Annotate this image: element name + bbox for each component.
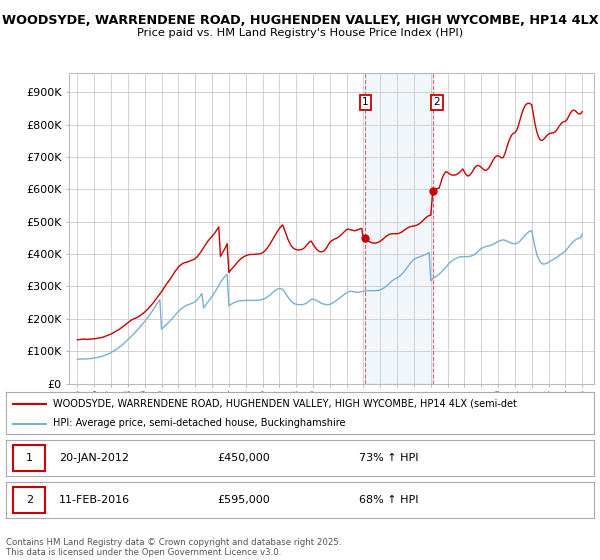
Text: Contains HM Land Registry data © Crown copyright and database right 2025.
This d: Contains HM Land Registry data © Crown c… (6, 538, 341, 557)
FancyBboxPatch shape (13, 487, 46, 512)
Text: 2: 2 (434, 97, 440, 107)
Text: 20-JAN-2012: 20-JAN-2012 (59, 453, 129, 463)
Text: 73% ↑ HPI: 73% ↑ HPI (359, 453, 418, 463)
Text: 1: 1 (362, 97, 369, 107)
FancyBboxPatch shape (13, 445, 46, 470)
Text: 2: 2 (26, 495, 33, 505)
Text: WOODSYDE, WARRENDENE ROAD, HUGHENDEN VALLEY, HIGH WYCOMBE, HP14 4LX (semi-det: WOODSYDE, WARRENDENE ROAD, HUGHENDEN VAL… (53, 399, 517, 409)
Text: £595,000: £595,000 (218, 495, 271, 505)
Text: £450,000: £450,000 (218, 453, 271, 463)
Text: HPI: Average price, semi-detached house, Buckinghamshire: HPI: Average price, semi-detached house,… (53, 418, 346, 428)
Text: WOODSYDE, WARRENDENE ROAD, HUGHENDEN VALLEY, HIGH WYCOMBE, HP14 4LX: WOODSYDE, WARRENDENE ROAD, HUGHENDEN VAL… (2, 14, 598, 27)
Text: Price paid vs. HM Land Registry's House Price Index (HPI): Price paid vs. HM Land Registry's House … (137, 28, 463, 38)
Text: 11-FEB-2016: 11-FEB-2016 (59, 495, 130, 505)
Text: 1: 1 (26, 453, 33, 463)
Text: 68% ↑ HPI: 68% ↑ HPI (359, 495, 418, 505)
Bar (365, 73, 433, 384)
